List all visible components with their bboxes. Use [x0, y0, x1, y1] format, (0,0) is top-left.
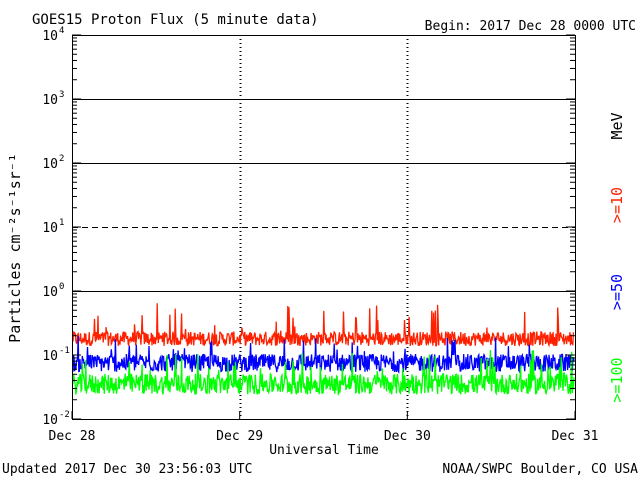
y-tick-exponent: -2 [59, 410, 70, 420]
y-tick-label: 10 [42, 29, 58, 44]
y-tick-label: 10 [42, 349, 58, 364]
y-tick-exponent: 4 [59, 26, 64, 36]
legend-label: >=100 [608, 357, 626, 402]
y-axis-label: Particles cm⁻²s⁻¹sr⁻¹ [6, 153, 24, 343]
y-tick-exponent: -1 [59, 346, 70, 356]
series-line [72, 303, 575, 348]
legend-unit: MeV [608, 112, 626, 139]
y-tick-exponent: 1 [59, 218, 64, 228]
series-lines [72, 303, 575, 397]
y-tick-exponent: 0 [59, 282, 64, 292]
updated-label: Updated 2017 Dec 30 23:56:03 UTC [2, 462, 252, 477]
y-tick-exponent: 2 [59, 154, 64, 164]
begin-label: Begin: 2017 Dec 28 0000 UTC [425, 19, 636, 34]
x-tick-label: Dec 30 [384, 429, 431, 444]
y-tick-exponent: 3 [59, 90, 64, 100]
y-tick-label: 10 [42, 413, 58, 428]
x-axis-ticks: Dec 28 Dec 29 Dec 30 Dec 31 [49, 411, 599, 444]
x-tick-label: Dec 28 [49, 429, 96, 444]
x-tick-label: Dec 29 [216, 429, 263, 444]
y-tick-label: 10 [42, 221, 58, 236]
x-axis-label: Universal Time [269, 443, 379, 458]
y-tick-label: 10 [42, 157, 58, 172]
chart-title: GOES15 Proton Flux (5 minute data) [32, 12, 319, 28]
y-tick-label: 10 [42, 93, 58, 108]
legend-label: >=50 [608, 274, 626, 310]
legend: >=10 >=50 >=100 MeV [608, 112, 626, 402]
series-line [72, 349, 575, 397]
credit-label: NOAA/SWPC Boulder, CO USA [442, 462, 638, 477]
grid [72, 35, 575, 419]
x-tick-label: Dec 31 [552, 429, 599, 444]
y-tick-label: 10 [42, 285, 58, 300]
legend-label: >=10 [608, 187, 626, 223]
